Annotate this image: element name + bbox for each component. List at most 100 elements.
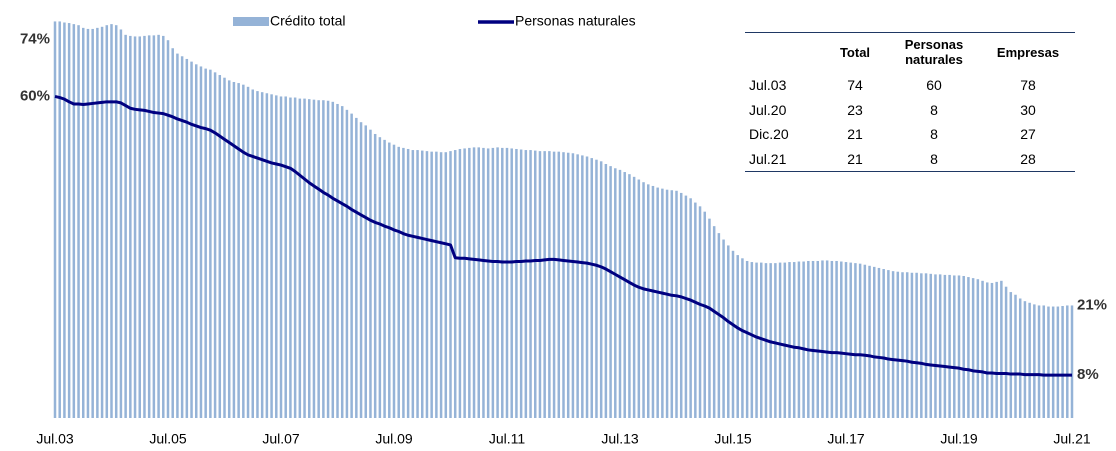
bar: [915, 272, 918, 418]
bar: [708, 218, 711, 418]
bar: [378, 137, 382, 418]
bar: [665, 189, 669, 418]
bar: [124, 34, 127, 418]
bar: [774, 263, 777, 418]
bar: [1018, 298, 1022, 418]
bar: [1061, 305, 1064, 418]
bar: [402, 147, 405, 418]
bar: [731, 250, 735, 418]
bar: [896, 271, 900, 418]
bar: [868, 265, 871, 418]
bar: [967, 277, 970, 418]
bar: [345, 109, 349, 418]
table-row: Jul.20 23 8 30: [745, 98, 1075, 123]
bar: [524, 150, 528, 419]
bar: [176, 53, 179, 418]
bar: [698, 206, 702, 418]
bar: [887, 270, 890, 418]
bar: [703, 211, 706, 418]
bar: [1033, 304, 1036, 418]
bar: [157, 34, 160, 418]
bar-series: [53, 21, 1074, 419]
bar: [510, 148, 513, 418]
bar: [77, 25, 80, 418]
bar: [340, 106, 344, 418]
table-cell: Dic.20: [749, 126, 789, 143]
bar: [943, 274, 947, 418]
table-row: Jul.03 74 60 78: [745, 73, 1075, 98]
bar: [392, 144, 396, 418]
bar: [722, 239, 725, 418]
header-cell: Empresas: [996, 44, 1060, 60]
bar: [458, 148, 462, 418]
bar: [1056, 306, 1060, 418]
x-tick-label: Jul.21: [1053, 431, 1091, 447]
bar: [227, 80, 231, 418]
bar: [317, 100, 320, 418]
bar: [957, 275, 961, 418]
bar: [213, 72, 217, 418]
bar: [534, 150, 537, 419]
bar: [416, 150, 419, 419]
bar: [326, 100, 330, 418]
bar: [873, 266, 876, 418]
bar: [91, 28, 94, 418]
bar: [199, 66, 203, 418]
bar: [369, 129, 372, 418]
bar: [143, 35, 146, 419]
table-cell: Jul.03: [749, 77, 787, 94]
bar: [152, 35, 156, 418]
x-tick-label: Jul.19: [940, 431, 978, 447]
bar: [166, 40, 170, 418]
bar: [971, 278, 975, 418]
bar: [359, 122, 363, 418]
bar: [350, 113, 353, 418]
x-tick-label: Jul.13: [601, 431, 639, 447]
bar: [100, 26, 104, 419]
bar: [976, 279, 980, 418]
bar: [242, 84, 245, 419]
table-body: Jul.03 74 60 78 Jul.20 23 8 30 Dic.20 21 8 27 Jul.21…: [745, 73, 1075, 172]
bar: [566, 152, 570, 418]
bar: [609, 166, 612, 418]
bar: [562, 152, 565, 418]
bar: [114, 25, 118, 418]
bar: [920, 273, 923, 418]
x-tick-label: Jul.17: [827, 431, 865, 447]
bar: [990, 282, 994, 418]
bar: [571, 153, 575, 418]
bar: [275, 95, 278, 418]
bar: [675, 190, 678, 418]
bar: [388, 142, 391, 419]
start-label: 74%: [20, 30, 50, 47]
bar: [1023, 301, 1027, 418]
bar: [129, 35, 132, 419]
bar: [322, 100, 325, 418]
bar: [929, 273, 932, 418]
bar: [355, 117, 358, 419]
bar: [877, 267, 881, 418]
bar: [232, 81, 236, 418]
bar: [260, 92, 264, 418]
legend-swatch: [233, 17, 269, 26]
bar: [585, 156, 589, 418]
table-cell: 30: [1020, 101, 1036, 118]
table-cell: 27: [1020, 126, 1036, 143]
header-cell: Personas naturales: [904, 37, 964, 67]
bar: [741, 258, 744, 418]
bar: [825, 260, 829, 418]
bar: [844, 262, 848, 418]
table-cell: 78: [1020, 77, 1036, 94]
bar: [162, 35, 165, 419]
bar: [256, 91, 259, 418]
bar: [628, 174, 631, 418]
bar: [1042, 305, 1045, 418]
bar: [303, 98, 306, 418]
bar: [439, 152, 443, 418]
bar: [190, 61, 193, 418]
line: [54, 94, 1072, 377]
bar: [251, 89, 254, 418]
bar: [783, 262, 787, 418]
bar: [397, 146, 400, 419]
